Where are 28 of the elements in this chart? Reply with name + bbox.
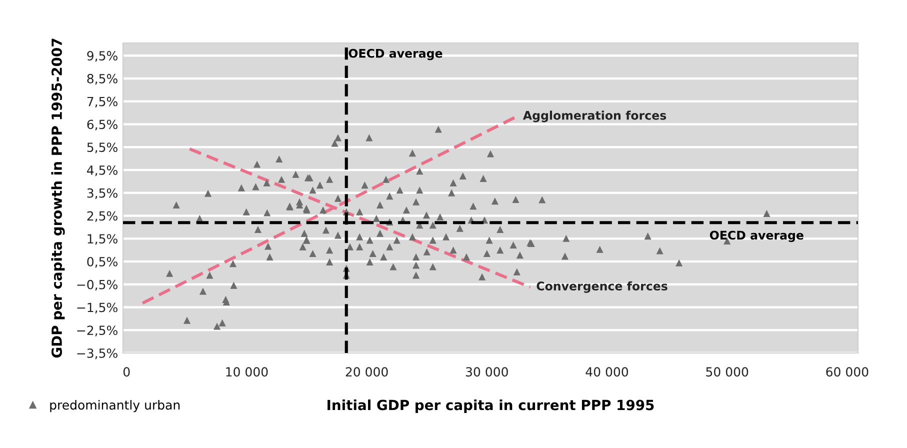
x-axis-title: Initial GDP per capita in current PPP 1995 (328, 400, 654, 413)
series-label: Agglomeration forces (522, 110, 666, 122)
y-tick-label: 2,5% (87, 211, 118, 222)
legend-label: predominantly urban (50, 400, 180, 412)
x-tick-label: 50 000 (706, 367, 748, 377)
x-tick-label: 10 000 (226, 367, 268, 377)
y-tick-label: 8,5% (87, 74, 118, 85)
x-tick-label: 60 000 (826, 367, 868, 377)
y-tick-label: 9,5% (87, 51, 118, 62)
x-tick-label: 20 000 (346, 367, 388, 377)
y-tick-label: −3,5% (77, 348, 118, 360)
ref-line-label: OECD average (348, 48, 442, 60)
y-tick-label: 3,5% (87, 188, 118, 200)
y-tick-label: 4,5% (86, 165, 118, 176)
y-tick-label: 0,5% (87, 256, 118, 268)
y-tick-label: 7,5% (87, 96, 118, 108)
y-tick-label: 5,5% (87, 142, 118, 154)
y-tick-label: 6,5% (87, 120, 118, 130)
x-tick-label: 0 (123, 367, 130, 377)
y-axis-title: GDP per capita growth in PPP 1995-2007 (51, 38, 65, 358)
ref-line-label: OECD average (710, 230, 804, 242)
y-tick-label: −1,5% (77, 302, 118, 314)
y-tick-label: −2,5% (77, 326, 118, 336)
x-tick-label: 40 000 (586, 367, 628, 377)
x-tick-label: 30 000 (466, 367, 508, 377)
y-tick-label: 1,5% (88, 234, 118, 245)
y-tick-label: −0,5% (77, 280, 118, 291)
series-label: Convergence forces (536, 281, 668, 293)
